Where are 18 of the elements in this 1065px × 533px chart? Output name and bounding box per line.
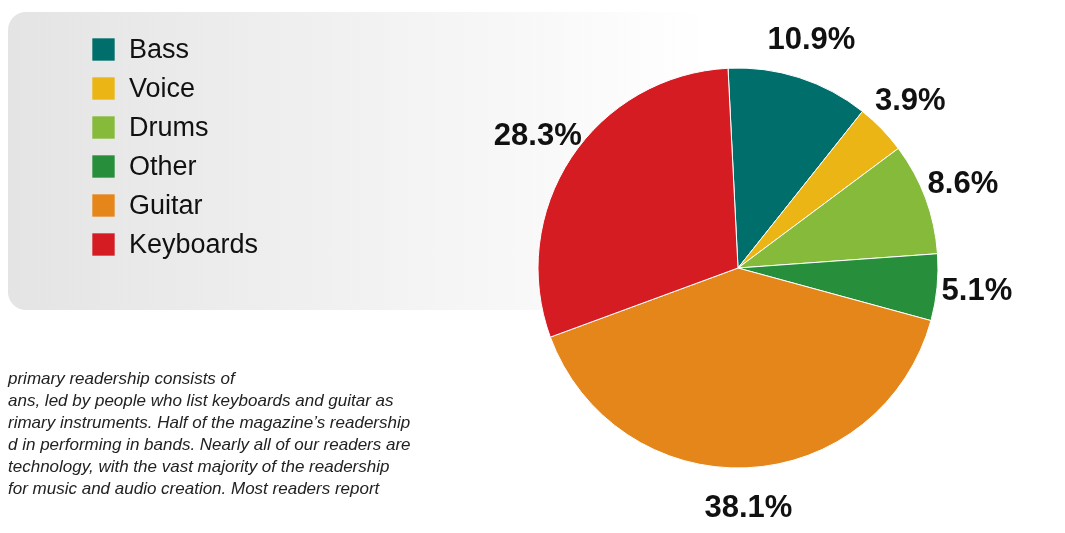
legend-label: Bass (129, 33, 190, 64)
data-label: 10.9% (767, 20, 856, 56)
data-label: 38.1% (704, 488, 793, 524)
data-label: 8.6% (927, 165, 999, 201)
text: for music and audio creation. Most readers report (8, 478, 381, 500)
text: primary readership consists of (8, 368, 237, 390)
data-label: 28.3% (493, 116, 582, 152)
data-label: 3.9% (874, 81, 946, 117)
text: d in performing in bands. Nearly all of our readers are (8, 434, 412, 456)
text: technology, with the vast majority of the readership (8, 456, 391, 478)
text: ans, led by people who list keyboards and guitar as (8, 390, 395, 412)
legend-label: Voice (129, 72, 196, 103)
legend-label: Keyboards (129, 228, 259, 259)
data-label: 5.1% (941, 272, 1013, 308)
legend-label: Guitar (129, 189, 203, 220)
legend-label: Other (129, 150, 197, 181)
legend-label: Drums (129, 111, 209, 142)
text: rimary instruments. Half of the magazine’s readership (8, 412, 412, 434)
